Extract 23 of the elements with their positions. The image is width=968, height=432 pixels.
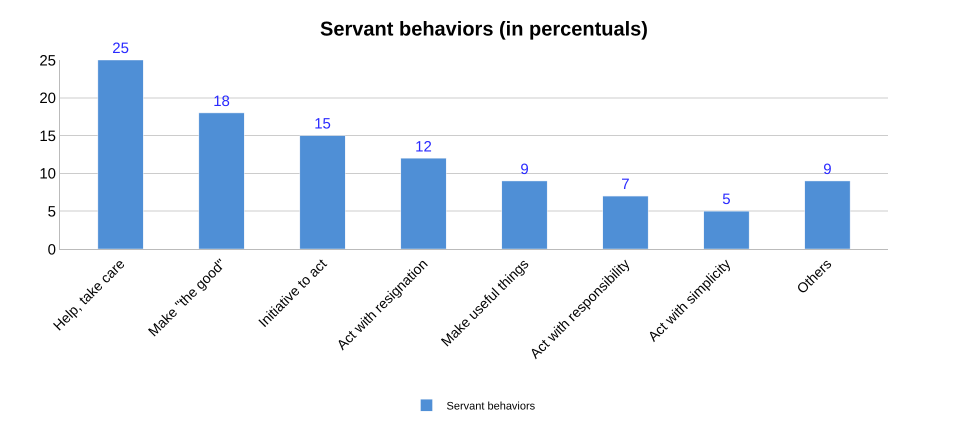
data-label: 18 [213,92,230,110]
y-tick-label: 15 [39,128,56,145]
bar [198,112,245,249]
bar [804,180,850,249]
data-label: 5 [722,191,731,208]
y-tick-label: 20 [39,90,56,108]
data-label: 9 [823,160,832,178]
data-label: 25 [112,40,129,57]
y-tick-label: 5 [48,203,56,220]
data-label: 15 [314,116,331,133]
data-label: 12 [415,138,432,156]
bar [703,210,750,249]
legend-label: Servant behaviors [446,400,536,413]
bar [602,196,648,249]
y-tick-label: 10 [39,166,56,183]
chart-title: Servant behaviors (in percentuals) [320,18,648,41]
data-label: 7 [621,176,630,194]
bar [98,60,144,249]
bar [400,158,446,249]
bar [502,180,548,249]
bar [300,135,346,249]
y-tick-label: 25 [39,52,56,70]
data-label: 9 [520,160,529,178]
